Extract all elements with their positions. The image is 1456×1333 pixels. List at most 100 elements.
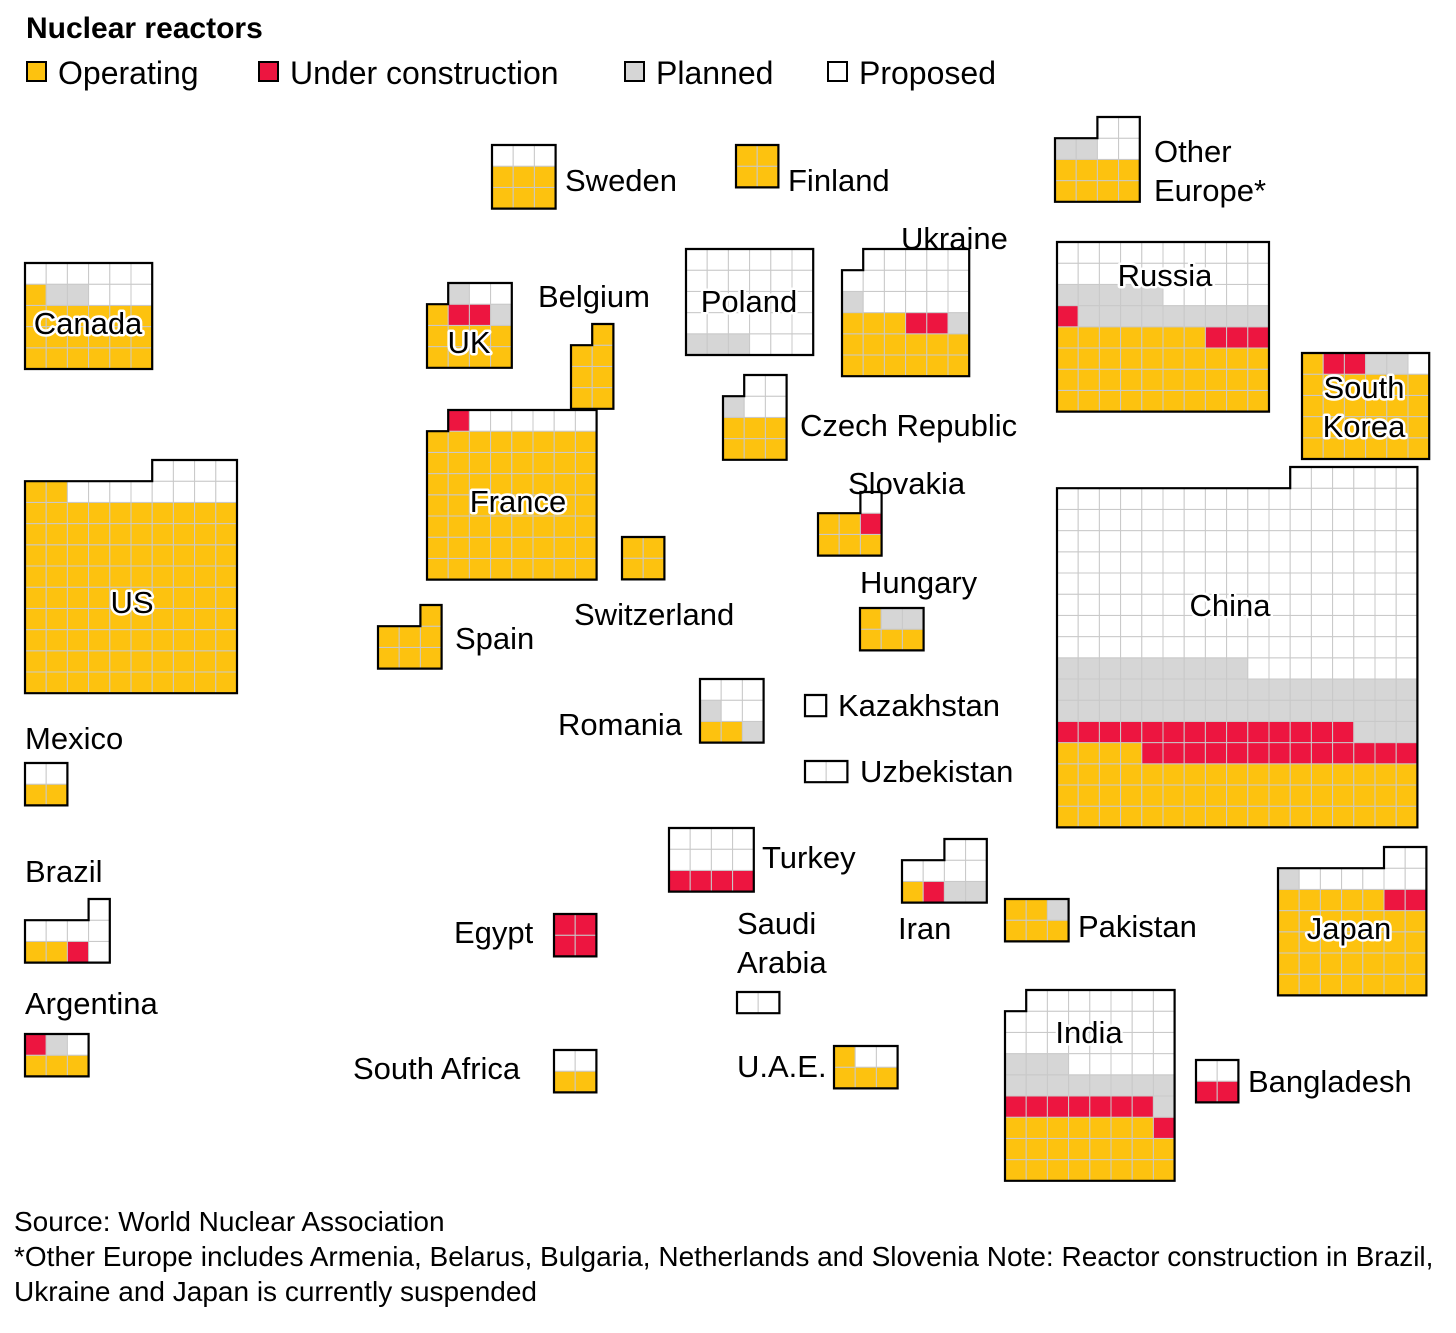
russia-cell-operating: [1120, 368, 1143, 391]
japan-outline: [1276, 845, 1428, 997]
china-cell-proposed: [1332, 572, 1355, 595]
us-cell-operating: [215, 586, 238, 609]
footnote: *Other Europe includes Armenia, Belarus,…: [14, 1241, 1434, 1307]
pakistan-outline: [1003, 897, 1070, 943]
south-korea-cell-operating: [1301, 352, 1324, 375]
south-korea-cell-operating: [1407, 373, 1430, 396]
belgium-cell-operating: [591, 365, 614, 389]
china-cell-proposed: [1289, 636, 1312, 659]
saudi-arabia-cell-proposed: [736, 991, 759, 1014]
japan-cell-operating: [1404, 952, 1427, 975]
india-cell-proposed: [1110, 989, 1133, 1012]
czech-republic-cell-proposed: [764, 395, 788, 418]
china-cell-operating: [1098, 763, 1122, 786]
france-cell-operating: [553, 557, 576, 581]
poland-cell-proposed: [791, 333, 814, 356]
india-cell-operating: [1068, 1116, 1091, 1139]
brazil-cell-construction: [66, 940, 90, 964]
china-cell-proposed: [1374, 593, 1397, 616]
ukraine-cell-proposed: [883, 290, 907, 314]
pakistan-cell-operating: [1046, 919, 1070, 942]
china-cell-planned: [1395, 678, 1418, 701]
china-cell-planned: [1162, 699, 1185, 722]
us-cell-operating: [109, 671, 132, 694]
japan-cell-operating: [1362, 952, 1385, 975]
us-cell-operating: [172, 629, 196, 652]
france-cell-operating: [532, 557, 555, 581]
sweden-cell-operating: [512, 186, 535, 210]
china-cell-proposed: [1289, 551, 1312, 574]
china-cell-operating: [1204, 763, 1228, 786]
canada-cell-operating: [130, 347, 153, 370]
russia-cell-operating: [1098, 326, 1122, 349]
france-cell-operating: [574, 494, 598, 517]
us-cell-proposed: [151, 459, 174, 482]
russia-cell-operating: [1204, 347, 1228, 370]
canada-cell-proposed: [88, 262, 111, 285]
belgium-outline: [569, 322, 615, 410]
india-cell-planned: [1004, 1053, 1027, 1076]
russia-cell-operating: [1077, 326, 1100, 349]
china-cell-operating: [1353, 784, 1376, 807]
switzerland-cell-operating: [621, 536, 644, 559]
china-cell-construction: [1226, 720, 1249, 744]
waffle-russia: [1055, 240, 1271, 413]
legend-label-proposed: Proposed: [859, 55, 996, 91]
canada-cell-operating: [88, 347, 111, 370]
china-cell-planned: [1056, 678, 1079, 701]
china-cell-operating: [1374, 805, 1397, 828]
sweden-cell-operating: [491, 186, 514, 210]
us-cell-operating: [45, 565, 68, 588]
japan-cell-operating: [1277, 973, 1300, 996]
china-cell-planned: [1226, 699, 1249, 722]
us-cell-operating: [172, 650, 196, 673]
us-cell-operating: [194, 671, 217, 694]
china-cell-operating: [1332, 805, 1355, 828]
china-cell-operating: [1247, 763, 1270, 786]
label-us: US: [110, 585, 153, 620]
china-cell-operating: [1204, 784, 1228, 807]
india-cell-operating: [1004, 1137, 1027, 1161]
china-cell-proposed: [1353, 593, 1376, 616]
china-cell-construction: [1268, 720, 1291, 744]
russia-cell-construction: [1204, 326, 1228, 349]
china-cell-proposed: [1374, 530, 1397, 553]
ukraine-cell-planned: [841, 290, 864, 314]
us-cell-operating: [130, 671, 153, 694]
us-cell-operating: [194, 586, 217, 609]
china-cell-operating: [1141, 784, 1164, 807]
china-cell-operating: [1077, 805, 1100, 828]
india-cell-construction: [1152, 1116, 1176, 1139]
us-cell-operating: [194, 565, 217, 588]
russia-cell-construction: [1056, 305, 1079, 328]
china-cell-planned: [1141, 678, 1164, 701]
india-cell-operating: [1131, 1159, 1154, 1182]
us-cell-operating: [109, 650, 132, 673]
canada-cell-operating: [24, 347, 47, 370]
china-cell-operating: [1183, 763, 1206, 786]
us-cell-operating: [109, 501, 132, 525]
china-cell-operating: [1183, 784, 1206, 807]
china-cell-proposed: [1310, 551, 1334, 574]
us-cell-proposed: [194, 480, 217, 503]
czech-republic-cell-operating: [743, 416, 766, 440]
india-cell-planned: [1025, 1074, 1048, 1097]
russia-outline: [1055, 240, 1271, 413]
waffle-turkey: [667, 826, 755, 893]
belgium-cell-operating: [591, 344, 614, 367]
japan-cell-operating: [1383, 973, 1406, 996]
china-cell-construction: [1395, 742, 1418, 765]
france-cell-operating: [532, 451, 555, 475]
romania-outline: [698, 677, 765, 744]
china-cell-planned: [1374, 720, 1397, 744]
china-cell-operating: [1141, 805, 1164, 828]
poland-cell-proposed: [685, 248, 708, 271]
japan-cell-operating: [1298, 973, 1321, 996]
china-cell-operating: [1247, 805, 1270, 828]
china-cell-construction: [1268, 742, 1291, 765]
france-cell-operating: [490, 451, 513, 475]
china-cell-proposed: [1395, 657, 1418, 680]
us-cell-operating: [151, 586, 174, 609]
us-cell-operating: [151, 544, 174, 567]
u-a-e-cell-proposed: [875, 1045, 899, 1068]
